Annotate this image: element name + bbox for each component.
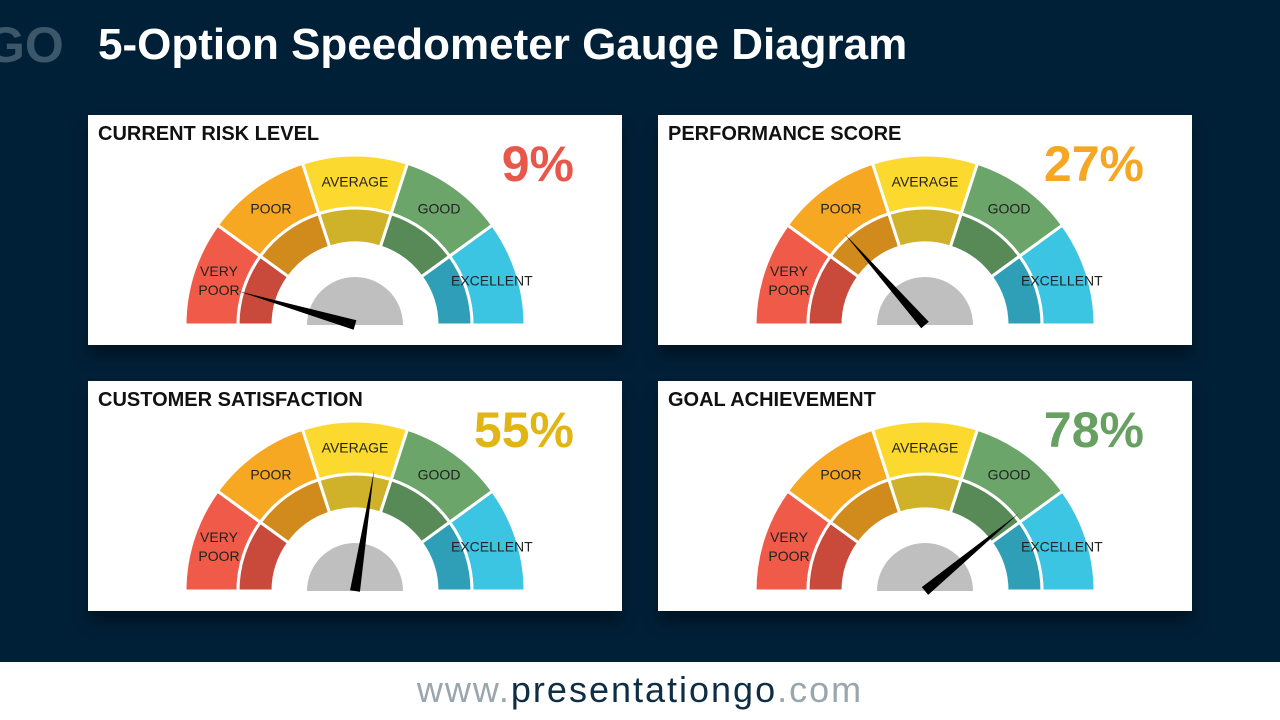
footer-suffix: .com (777, 669, 864, 710)
segment-label: GOOD (417, 466, 461, 483)
needle (237, 290, 357, 330)
needle (921, 513, 1020, 595)
gauge-title: CURRENT RISK LEVEL (98, 123, 320, 145)
segment-label: EXCELLENT (1021, 272, 1103, 289)
gauge-panel: VERY POOR POOR AVERAGE GOOD EXCELLENT CUSTOME… (88, 381, 622, 611)
gauge-hub (877, 277, 973, 325)
segment-label: VERY POOR (768, 262, 810, 298)
gauge-value: 78% (1043, 402, 1144, 458)
segment-label: EXCELLENT (1021, 538, 1103, 555)
gauge-segment-inner (989, 520, 1044, 593)
gauge-panel: VERY POOR POOR AVERAGE GOOD EXCELLENT PERFORM… (658, 115, 1192, 345)
gauge (753, 153, 1097, 329)
gauge-title: CUSTOMER SATISFACTION (98, 389, 363, 411)
segment-label: GOOD (987, 466, 1031, 483)
gauge (753, 419, 1097, 595)
logo: GO (0, 17, 64, 73)
gauge-segment-inner (886, 206, 964, 249)
segment-label: GOOD (987, 200, 1031, 217)
gauge-segment-inner (316, 472, 394, 515)
gauge-panel: VERY POOR POOR AVERAGE GOOD EXCELLENT GOAL AC… (658, 381, 1192, 611)
footer: www.presentationgo.com (0, 662, 1280, 720)
gauge-segment-inner (886, 472, 964, 515)
gauge-value: 9% (501, 136, 574, 192)
footer-brand: presentationgo (510, 669, 778, 710)
segment-label: VERY POOR (198, 262, 240, 298)
gauge-title: PERFORMANCE SCORE (668, 123, 902, 145)
gauge-value: 55% (473, 402, 574, 458)
segment-label: POOR (820, 200, 862, 217)
gauge-segment-inner (316, 206, 394, 249)
gauge-hub (307, 277, 403, 325)
gauge-hub (877, 543, 973, 591)
gauge-value: 27% (1043, 136, 1144, 192)
gauge-segment-inner (419, 520, 474, 593)
segment-label: AVERAGE (321, 173, 389, 190)
gauge-panel: VERY POOR POOR AVERAGE GOOD EXCELLENT CURRENT… (88, 115, 622, 345)
segment-label: POOR (820, 466, 862, 483)
gauge-segment-inner (989, 254, 1044, 327)
segment-label: POOR (250, 200, 292, 217)
segment-label: POOR (250, 466, 292, 483)
slide-title: 5-Option Speedometer Gauge Diagram (98, 20, 908, 69)
segment-label: VERY POOR (198, 528, 240, 564)
gauge-title: GOAL ACHIEVEMENT (668, 389, 876, 411)
segment-label: AVERAGE (321, 439, 389, 456)
segment-label: VERY POOR (768, 528, 810, 564)
segment-label: AVERAGE (891, 173, 959, 190)
gauge (183, 419, 527, 593)
footer-prefix: www. (416, 669, 511, 710)
segment-label: AVERAGE (891, 439, 959, 456)
segment-label: EXCELLENT (451, 538, 533, 555)
needle (844, 233, 929, 329)
segment-label: EXCELLENT (451, 272, 533, 289)
gauge-segment-inner (419, 254, 474, 327)
gauge (183, 153, 527, 330)
segment-label: GOOD (417, 200, 461, 217)
needle (350, 470, 375, 592)
